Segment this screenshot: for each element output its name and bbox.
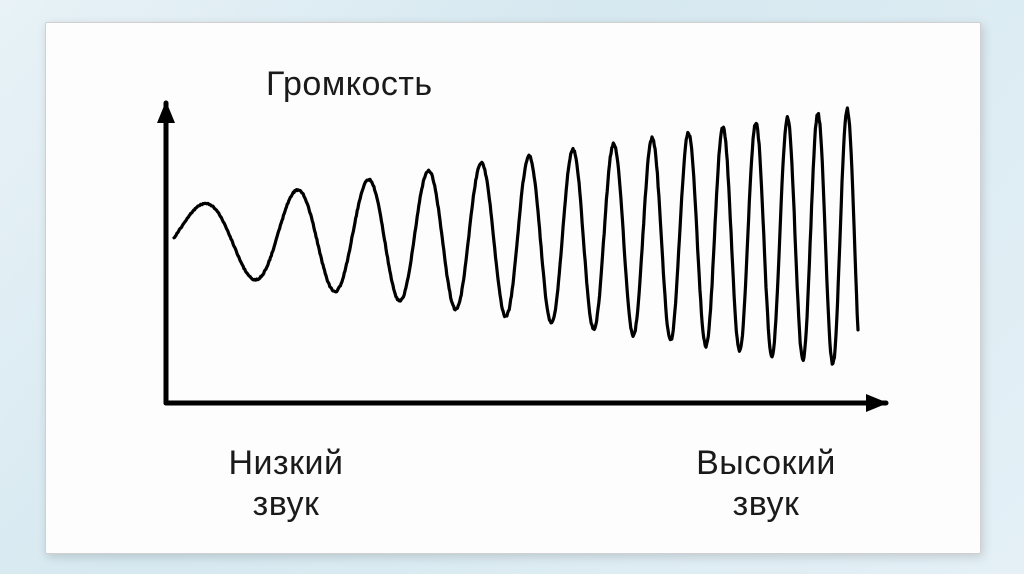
label-low-sound: Низкий звук [186, 443, 386, 525]
y-axis-arrowhead [157, 101, 175, 123]
waveform-path [174, 108, 858, 364]
chart-area: Громкость Низкий звук Высокий звук [96, 43, 930, 533]
x-axis-arrowhead [866, 394, 888, 412]
diagram-panel: Громкость Низкий звук Высокий звук [45, 22, 981, 554]
y-axis-title: Громкость [266, 65, 433, 104]
label-high-sound: Высокий звук [656, 443, 876, 525]
